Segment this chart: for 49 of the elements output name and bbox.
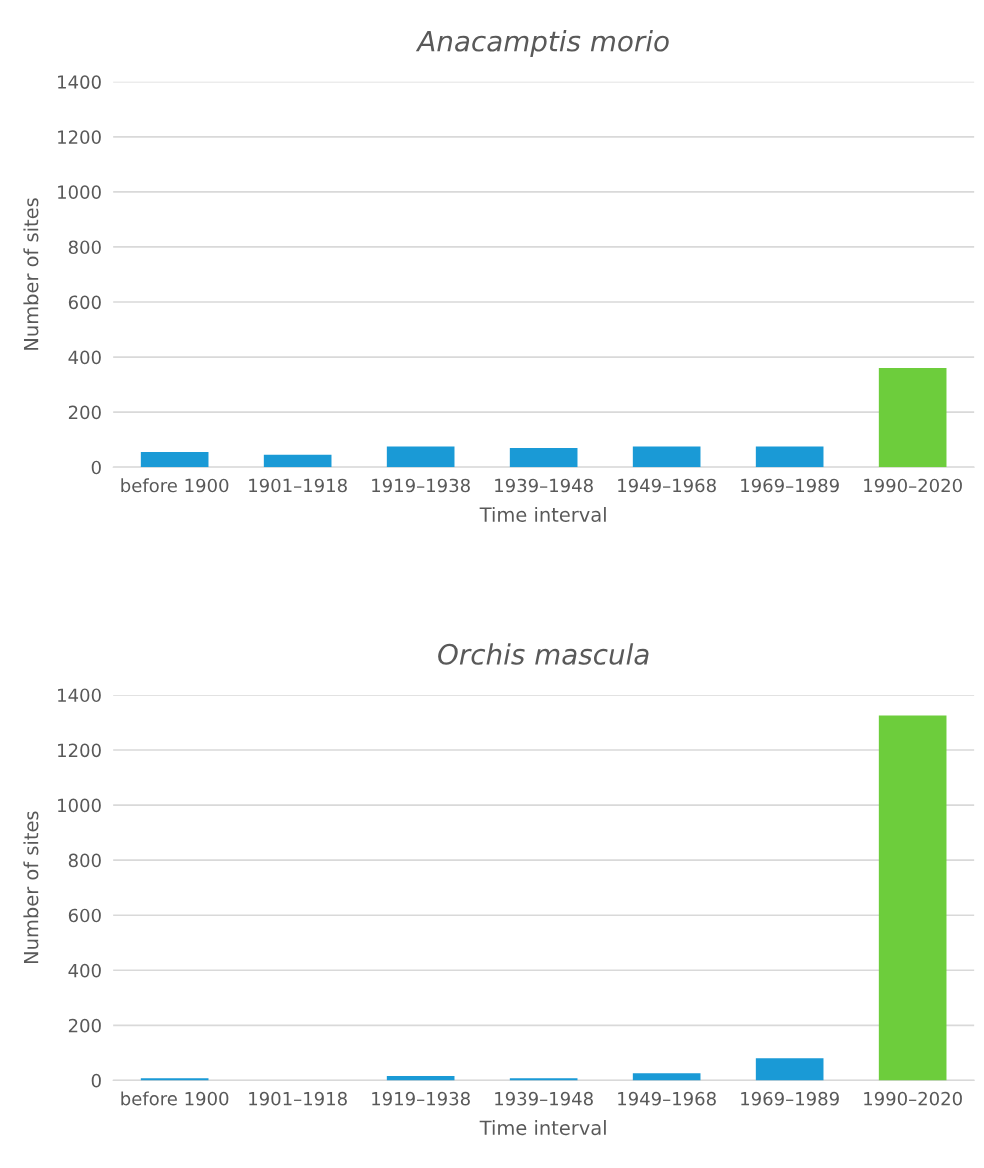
x-tick-label: 1919–1938: [372, 478, 470, 493]
x-tick-label: 1969–1989: [741, 1091, 839, 1106]
x-tick-label: 1901–1918: [249, 1091, 347, 1106]
y-tick-label: 0: [91, 460, 101, 475]
y-tick-label: 600: [68, 908, 101, 923]
bar: [509, 447, 578, 468]
x-tick-label: before 1900: [121, 478, 229, 493]
y-tick-label: 400: [68, 350, 101, 365]
x-tick-label: 1939–1948: [495, 1091, 593, 1106]
x-tick-label: 1901–1918: [249, 478, 347, 493]
y-tick-label: 600: [68, 295, 101, 310]
y-tick-label: 800: [68, 240, 101, 255]
x-axis-title: Time interval: [479, 506, 606, 522]
x-tick-label: 1949–1968: [618, 1091, 716, 1106]
bar: [386, 1075, 455, 1081]
y-axis-title: Number of sites: [23, 198, 39, 350]
y-tick-label: 200: [68, 405, 101, 420]
x-tick-label: 1969–1989: [741, 478, 839, 493]
y-tick-label: 1000: [58, 798, 101, 813]
bar: [386, 446, 455, 468]
y-tick-label: 800: [68, 853, 101, 868]
bar: [509, 1078, 578, 1081]
x-axis-title: Time interval: [479, 1120, 606, 1136]
bar: [878, 715, 947, 1081]
y-tick-label: 0: [91, 1073, 101, 1088]
y-axis-title: Number of sites: [23, 811, 39, 963]
bar: [140, 452, 209, 468]
bar: [755, 446, 824, 468]
bar: [755, 1058, 824, 1081]
x-tick-label: 1990–2020: [864, 1091, 962, 1106]
bar: [632, 446, 701, 468]
bar: [140, 1078, 209, 1081]
bar: [263, 454, 332, 468]
y-tick-label: 1400: [58, 688, 101, 703]
y-tick-label: 1400: [58, 75, 101, 89]
chart-title: Orchis mascula: [438, 643, 649, 665]
y-tick-label: 1200: [58, 130, 101, 144]
x-tick-label: 1939–1948: [495, 478, 593, 493]
bar: [878, 368, 947, 468]
y-tick-label: 1000: [58, 185, 101, 199]
bar: [632, 1073, 701, 1081]
y-tick-label: 400: [68, 963, 101, 978]
chart-title: Anacamptis morio: [415, 30, 669, 57]
x-tick-label: 1919–1938: [372, 1091, 470, 1106]
y-tick-label: 200: [68, 1018, 101, 1033]
x-tick-label: before 1900: [121, 1091, 229, 1106]
x-tick-label: 1949–1968: [618, 478, 716, 493]
y-tick-label: 1200: [58, 743, 101, 758]
x-tick-label: 1990–2020: [864, 478, 962, 493]
